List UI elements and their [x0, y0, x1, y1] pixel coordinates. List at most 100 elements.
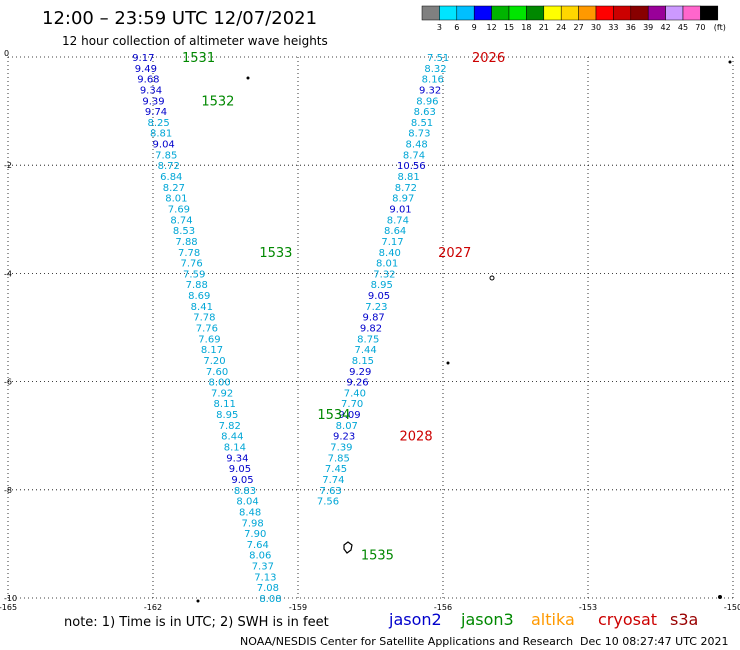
- swh-value: 8.74: [403, 150, 425, 161]
- y-tick-label: -6: [4, 378, 12, 387]
- swh-value: 7.51: [427, 53, 449, 64]
- swh-value: 8.97: [392, 194, 414, 205]
- swh-value: 8.81: [150, 129, 172, 140]
- swh-value: 8.16: [422, 75, 444, 86]
- swh-value: 9.68: [137, 75, 159, 86]
- colorbar-tick-label: 24: [556, 23, 566, 32]
- swh-value: 8.63: [414, 107, 436, 118]
- swh-value: 9.05: [231, 475, 253, 486]
- swh-value: 7.74: [322, 475, 344, 486]
- grid-lines: [7, 56, 734, 599]
- pass-labels: 1531 1532 1533 1534 1535 2026 2027 2028: [182, 51, 505, 564]
- colorbar-tick-label: 12: [487, 23, 497, 32]
- colorbar-tick-label: 30: [591, 23, 601, 32]
- swh-value: 7.69: [168, 204, 190, 215]
- colorbar-tick-label: 3: [437, 23, 442, 32]
- colorbar-swatch: [647, 5, 666, 21]
- colorbar-swatch: [578, 5, 597, 21]
- swh-value: 7.92: [211, 388, 233, 399]
- swh-value: 7.20: [203, 356, 225, 367]
- chart-subtitle: 12 hour collection of altimeter wave hei…: [62, 34, 328, 48]
- swh-value: 8.06: [249, 551, 271, 562]
- swh-value: 9.74: [145, 107, 167, 118]
- swh-value: 7.76: [181, 259, 203, 270]
- colorbar-swatch: [682, 5, 701, 21]
- colorbar-legend: 3 6 9 12 15 18 21 24 27 30 33 36 39 42 45 70 (ft): [421, 5, 726, 32]
- land-dot: [728, 60, 732, 64]
- swh-value: 8.08: [259, 594, 281, 605]
- colorbar-swatch: [543, 5, 562, 21]
- swh-value: 8.64: [384, 226, 406, 237]
- swh-value: 8.07: [336, 421, 358, 432]
- swh-value: 9.01: [389, 204, 411, 215]
- note-text: note: 1) Time is in UTC; 2) SWH is in fe…: [64, 615, 329, 630]
- colorbar-swatch: [456, 5, 475, 21]
- swh-value: 9.17: [132, 53, 154, 64]
- pass-number-label: 1535: [361, 549, 394, 564]
- colorbar-tick-label: 33: [608, 23, 618, 32]
- colorbar-swatch: [421, 5, 440, 21]
- swh-value: 7.59: [183, 269, 205, 280]
- colorbar-tick-label: 39: [643, 23, 653, 32]
- colorbar-swatch: [491, 5, 510, 21]
- colorbar-tick-label: 6: [454, 23, 459, 32]
- swh-value: 8.00: [208, 378, 230, 389]
- swh-value: 8.15: [352, 356, 374, 367]
- colorbar-swatch: [630, 5, 649, 21]
- y-tick-label: -4: [4, 269, 12, 278]
- island-outline: [343, 541, 353, 554]
- swh-value: 8.69: [188, 291, 210, 302]
- swh-value: 9.87: [363, 313, 385, 324]
- colorbar-swatch: [508, 5, 527, 21]
- plot-area: 0 -2 -4 -6 -8 -10-165 -162 -159 -156 -153 -150 9.1…: [0, 49, 740, 612]
- swh-value: 8.96: [416, 96, 438, 107]
- colorbar-tick-label: 9: [472, 23, 477, 32]
- colorbar-tick-label: 21: [539, 23, 549, 32]
- swh-value: 8.44: [221, 432, 243, 443]
- x-tick-label: -153: [579, 603, 597, 612]
- colorbar-tick-label: 36: [626, 23, 636, 32]
- swh-value: 9.39: [142, 96, 164, 107]
- swh-value: 8.81: [397, 172, 419, 183]
- track-values: 9.179.499.689.349.399.748.258.819.047.85…: [132, 53, 449, 605]
- swh-value: 7.40: [344, 388, 366, 399]
- satellite-legend-cryosat: cryosat: [598, 610, 657, 629]
- colorbar-swatch: [439, 5, 458, 21]
- colorbar-swatch: [560, 5, 579, 21]
- swh-value: 8.73: [408, 129, 430, 140]
- swh-value: 7.63: [320, 486, 342, 497]
- land-dot: [446, 361, 450, 365]
- y-tick-label: -2: [4, 161, 12, 170]
- x-tick-label: -150: [724, 603, 740, 612]
- land-dot: [489, 275, 495, 281]
- pass-number-label: 1532: [201, 94, 234, 109]
- swh-value: 7.56: [317, 497, 339, 508]
- swh-value: 7.76: [196, 324, 218, 335]
- x-tick-label: -156: [434, 603, 452, 612]
- y-tick-label: -8: [4, 486, 12, 495]
- colorbar-tick-label: 15: [504, 23, 514, 32]
- swh-value: 8.14: [224, 443, 246, 454]
- colorbar-swatch: [665, 5, 684, 21]
- swh-value: 6.84: [160, 172, 182, 183]
- x-tick-label: -159: [289, 603, 307, 612]
- swh-value: 7.45: [325, 464, 347, 475]
- swh-value: 8.74: [170, 215, 192, 226]
- colorbar-swatch: [595, 5, 614, 21]
- swh-value: 9.05: [229, 464, 251, 475]
- timestamp-text: Dec 10 08:27:47 UTC 2021: [580, 635, 728, 648]
- colorbar-swatch: [526, 5, 545, 21]
- swh-value: 7.39: [330, 443, 352, 454]
- swh-value: 8.72: [395, 183, 417, 194]
- swh-value: 7.32: [373, 269, 395, 280]
- satellite-legend-s3a: s3a: [670, 610, 698, 629]
- swh-value: 9.23: [333, 432, 355, 443]
- swh-value: 9.82: [360, 324, 382, 335]
- land-dot: [196, 599, 200, 603]
- swh-value: 9.34: [226, 453, 248, 464]
- swh-value: 8.01: [165, 194, 187, 205]
- swh-value: 8.83: [234, 486, 256, 497]
- swh-value: 8.25: [147, 118, 169, 129]
- colorbar-tick-label: 42: [661, 23, 671, 32]
- colorbar-tick-label: 45: [678, 23, 688, 32]
